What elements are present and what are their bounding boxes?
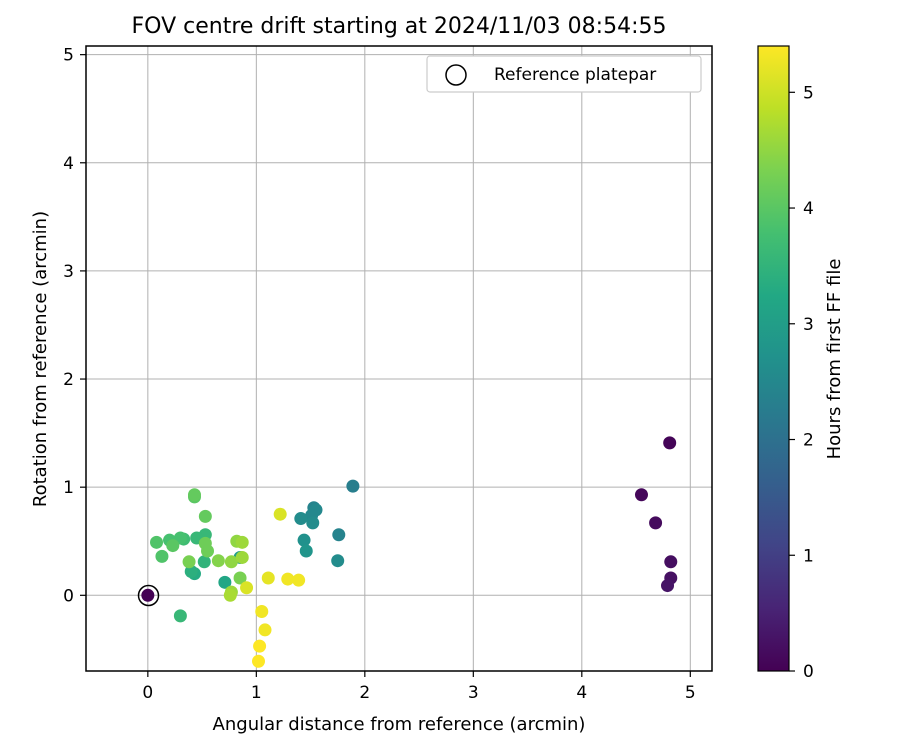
colorbar-tick-label: 0 (803, 662, 814, 682)
colorbar-tick-label: 1 (803, 546, 814, 566)
colorbar-ticks: 0 1 2 3 4 5 (789, 83, 814, 682)
legend-marker (445, 64, 467, 86)
colorbar-tick-label: 3 (803, 315, 814, 335)
data-point (292, 573, 306, 587)
data-point (187, 488, 201, 502)
y-tick-label: 3 (63, 262, 74, 282)
data-point (211, 554, 225, 568)
data-point (201, 544, 215, 558)
data-point (197, 555, 211, 569)
data-point (235, 535, 249, 549)
y-tick-label: 5 (63, 46, 74, 66)
data-point (150, 535, 164, 549)
data-point (331, 554, 345, 568)
data-point (661, 579, 675, 593)
data-point (182, 555, 196, 569)
data-point (218, 575, 232, 589)
data-point (294, 512, 308, 526)
legend-box (426, 55, 702, 93)
data-point (173, 609, 187, 623)
y-tick-label: 4 (63, 154, 74, 174)
legend: Reference platepar (426, 55, 702, 93)
x-tick-label: 5 (685, 683, 696, 703)
colorbar-label: Hours from first FF file (824, 259, 845, 460)
x-tick-label: 3 (468, 683, 479, 703)
colorbar-tick-label: 2 (803, 431, 814, 451)
data-point (198, 509, 212, 523)
data-point (235, 550, 249, 564)
data-point (253, 639, 267, 653)
colorbar-tick-label: 5 (803, 83, 814, 103)
data-point (664, 555, 678, 569)
x-tick-label: 4 (576, 683, 587, 703)
data-point (166, 539, 180, 553)
x-axis-ticks: 0 1 2 3 4 5 (142, 671, 696, 703)
data-point (233, 571, 247, 585)
y-tick-label: 0 (63, 586, 74, 606)
data-point (281, 572, 295, 586)
y-axis-ticks: 0 1 2 3 4 5 (63, 46, 86, 606)
data-point (299, 544, 313, 558)
data-points (141, 436, 678, 668)
colorbar-gradient (757, 45, 790, 672)
y-tick-label: 2 (63, 370, 74, 390)
data-point (306, 516, 320, 530)
data-point (224, 555, 238, 569)
chart-title: FOV centre drift starting at 2024/11/03 … (132, 14, 667, 39)
data-point (663, 436, 677, 450)
x-tick-label: 1 (251, 683, 262, 703)
x-tick-label: 0 (142, 683, 153, 703)
y-axis-label: Rotation from reference (arcmin) (30, 211, 51, 507)
colorbar: 0 1 2 3 4 5 Hours from first FF file (757, 45, 845, 682)
data-point (297, 533, 311, 547)
legend-entry-reference-platepar: Reference platepar (494, 65, 656, 85)
data-point (255, 605, 269, 619)
x-axis-label: Angular distance from reference (arcmin) (213, 714, 586, 735)
y-tick-label: 1 (63, 478, 74, 498)
reference-point-marker (137, 584, 160, 607)
data-point (649, 516, 663, 530)
plot-frame (85, 45, 713, 672)
colorbar-tick-label: 4 (803, 199, 814, 219)
data-point (258, 623, 272, 637)
data-point (223, 588, 237, 602)
data-point (252, 654, 266, 668)
data-point (261, 571, 275, 585)
data-point (240, 581, 254, 595)
x-tick-label: 2 (359, 683, 370, 703)
data-point (332, 528, 346, 542)
data-point (634, 488, 648, 502)
data-point (184, 565, 198, 579)
data-point (155, 549, 169, 563)
reference-data-point (141, 588, 155, 602)
grid (86, 46, 712, 671)
data-point (273, 507, 287, 521)
data-point (346, 479, 360, 493)
